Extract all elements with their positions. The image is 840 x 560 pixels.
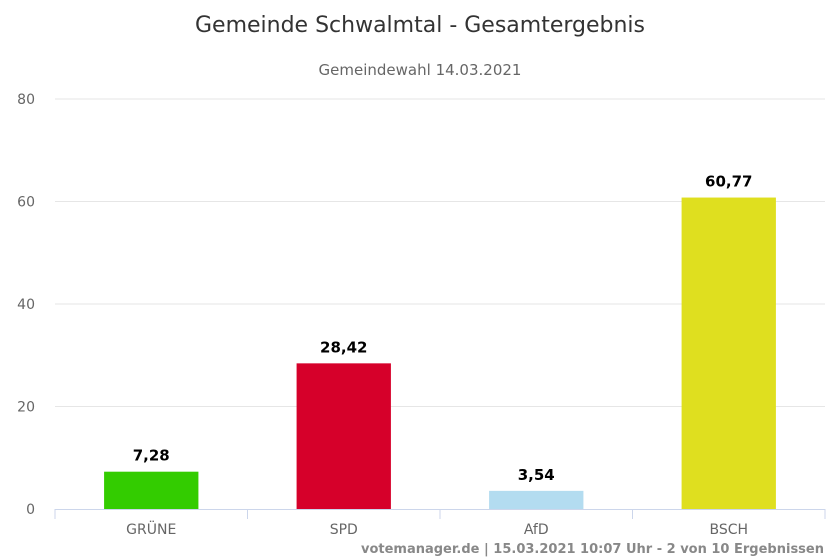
y-tick-label: 40: [17, 297, 35, 313]
bar[interactable]: [296, 363, 391, 509]
bar[interactable]: [489, 490, 584, 509]
data-label: 28,42: [320, 338, 367, 356]
data-labels: 7,28 28,42 3,54 60,77: [133, 173, 753, 484]
y-tick-label: 0: [26, 502, 35, 518]
x-category-label: BSCH: [709, 522, 748, 538]
chart-subtitle: Gemeindewahl 14.03.2021: [319, 61, 522, 79]
data-label: 60,77: [705, 173, 752, 191]
y-tick-label: 20: [17, 400, 35, 416]
y-tick-label: 80: [17, 92, 35, 108]
y-axis-ticks: 0 20 40 60 80: [17, 92, 35, 518]
data-label: 7,28: [133, 447, 170, 465]
chart-credit[interactable]: votemanager.de | 15.03.2021 10:07 Uhr - …: [361, 542, 824, 557]
x-category-label: GRÜNE: [126, 520, 176, 538]
y-tick-label: 60: [17, 195, 35, 211]
chart-title: Gemeinde Schwalmtal - Gesamtergebnis: [195, 13, 645, 38]
x-category-label: SPD: [330, 522, 358, 538]
bars: [104, 197, 776, 509]
x-axis: GRÜNE SPD AfD BSCH: [54, 509, 826, 538]
bar[interactable]: [681, 197, 776, 509]
bar[interactable]: [104, 471, 199, 509]
data-label: 3,54: [518, 466, 555, 484]
x-category-label: AfD: [524, 522, 549, 538]
